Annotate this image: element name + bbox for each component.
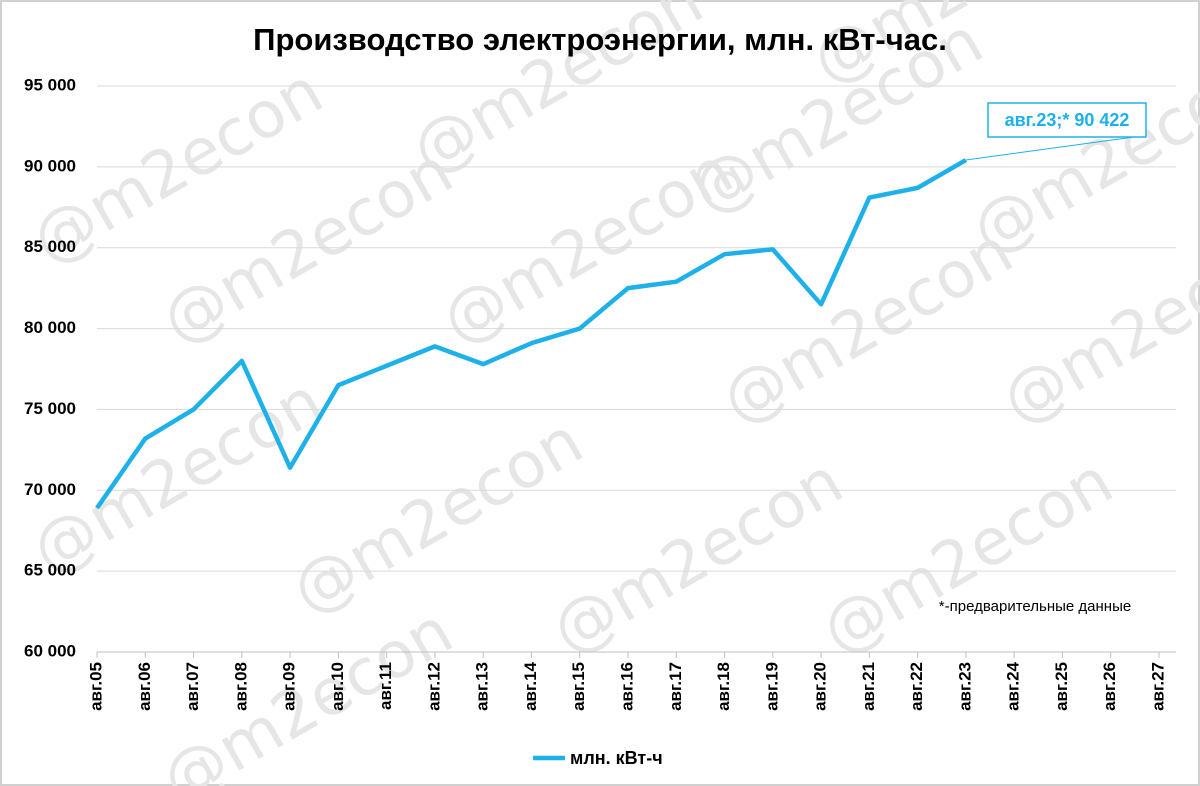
line-series bbox=[95, 158, 968, 510]
x-tick-label: авг.11 bbox=[376, 662, 395, 710]
x-tick-label: авг.13 bbox=[473, 662, 492, 711]
y-tick-label: 70 000 bbox=[24, 480, 76, 499]
annotation: *-предварительные данные bbox=[939, 598, 1131, 615]
x-tick-label: авг.06 bbox=[135, 662, 154, 711]
x-tick-label: авг.15 bbox=[569, 662, 588, 711]
x-tick-label: авг.12 bbox=[424, 662, 443, 711]
x-tick-label: авг.27 bbox=[1148, 662, 1167, 711]
x-tick-label: авг.21 bbox=[859, 662, 878, 711]
x-tick-label: авг.17 bbox=[666, 662, 685, 711]
chart-title: Производство электроэнергии, млн. кВт-ча… bbox=[253, 22, 947, 57]
x-tick-label: авг.25 bbox=[1052, 662, 1071, 711]
x-tick-label: авг.20 bbox=[811, 662, 830, 711]
y-tick-label: 95 000 bbox=[24, 75, 76, 94]
x-tick-label: авг.16 bbox=[617, 662, 636, 711]
y-tick-label: 75 000 bbox=[24, 399, 76, 418]
x-tick-label: авг.19 bbox=[762, 662, 781, 711]
x-tick-label: авг.07 bbox=[183, 662, 202, 711]
y-tick-label: 65 000 bbox=[24, 561, 76, 580]
x-tick-label: авг.24 bbox=[1004, 661, 1023, 710]
x-tick-label: авг.23 bbox=[955, 662, 974, 711]
x-tick-label: авг.08 bbox=[231, 662, 250, 711]
x-tick-label: авг.05 bbox=[86, 662, 105, 711]
y-tick-label: 80 000 bbox=[24, 318, 76, 337]
data-label: авг.23;* 90 422 bbox=[1005, 110, 1130, 130]
y-tick-label: 85 000 bbox=[24, 237, 76, 256]
label-leader bbox=[965, 136, 1135, 161]
x-tick-label: авг.22 bbox=[907, 662, 926, 711]
x-tick-label: авг.26 bbox=[1100, 662, 1119, 711]
label-box bbox=[987, 102, 1147, 138]
y-tick-label: 60 000 bbox=[24, 641, 76, 660]
x-tick-label: авг.09 bbox=[280, 662, 299, 711]
x-tick-label: авг.14 bbox=[521, 661, 540, 710]
x-tick-label: авг.18 bbox=[714, 662, 733, 711]
legend-label: млн. кВт-ч bbox=[570, 748, 663, 768]
x-tick-label: авг.10 bbox=[328, 662, 347, 711]
y-tick-label: 90 000 bbox=[24, 156, 76, 175]
